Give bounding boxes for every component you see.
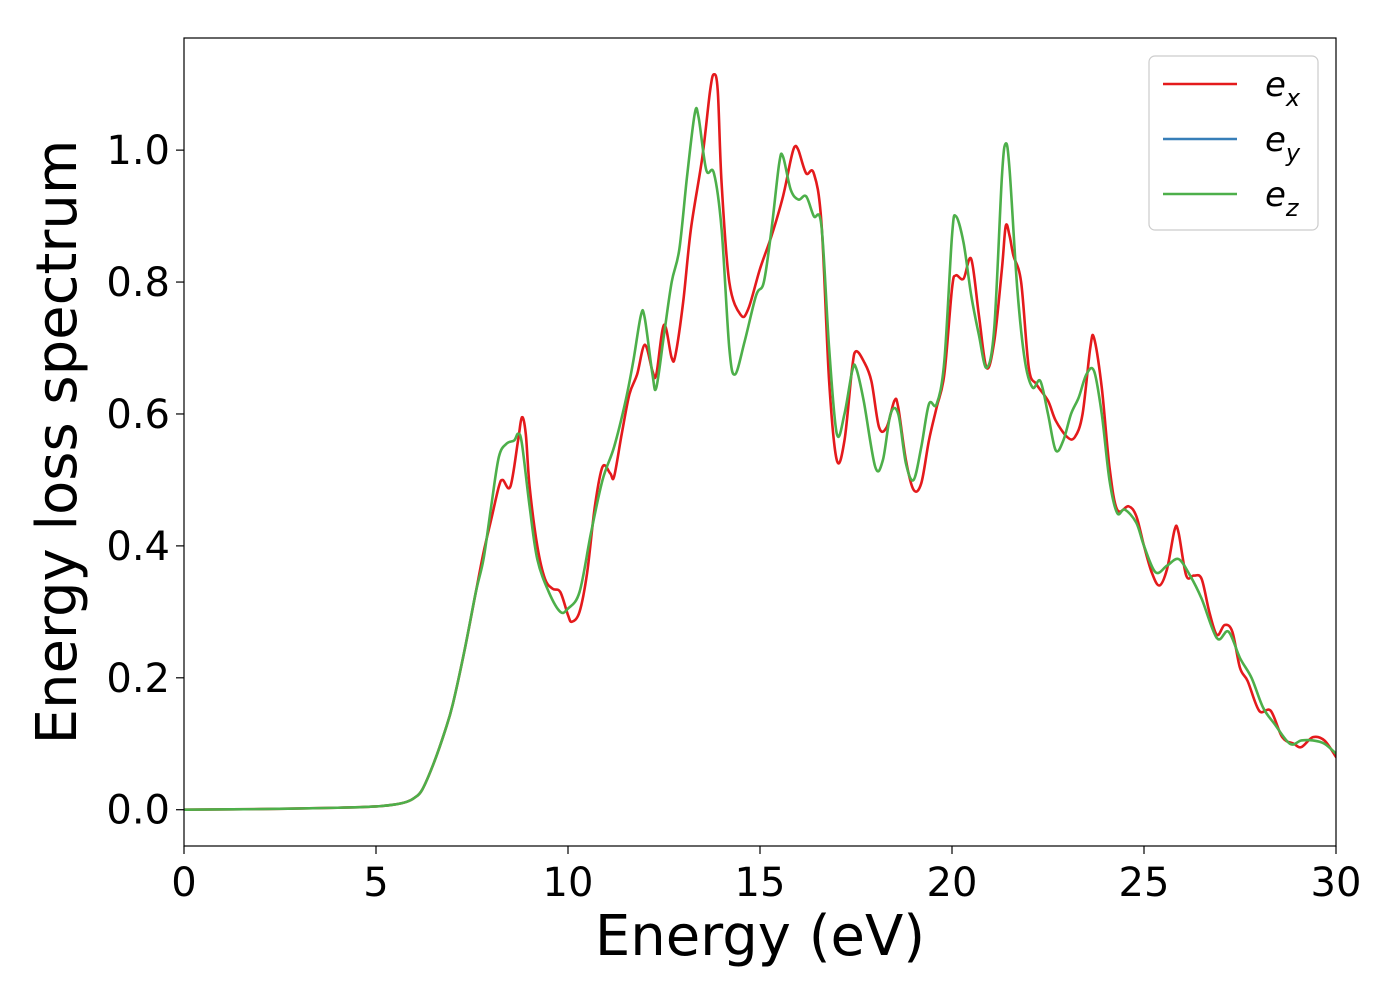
series-line-ez: [184, 106, 1336, 812]
legend-label-symbol: e: [1265, 175, 1286, 215]
y-tick-label: 0.8: [106, 260, 170, 306]
y-tick-label: 0.0: [106, 788, 170, 834]
y-tick-label: 1.0: [106, 128, 170, 174]
y-tick-label: 0.2: [106, 656, 170, 702]
x-tick-label: 5: [363, 860, 388, 906]
x-tick-label: 15: [735, 860, 786, 906]
x-tick-label: 0: [171, 860, 196, 906]
x-tick-label: 30: [1311, 860, 1362, 906]
x-tick-label: 25: [1119, 860, 1170, 906]
plot-frame: [183, 37, 1337, 847]
legend-label-subscript: z: [1285, 194, 1300, 222]
x-axis-title: Energy (eV): [595, 904, 925, 969]
x-tick-label: 10: [543, 860, 594, 906]
legend-frame: [1148, 55, 1319, 231]
y-tick-label: 0.4: [106, 524, 170, 570]
series-lines: [184, 72, 1336, 812]
x-tick-label: 20: [927, 860, 978, 906]
legend-label-ex: ex: [1265, 65, 1301, 112]
legend-label-symbol: e: [1265, 120, 1286, 160]
y-axis-ticks: 0.0 0.2 0.4 0.6 0.8 1.0: [106, 128, 184, 834]
legend-label-ey: ey: [1265, 120, 1301, 167]
legend-label-ez: ez: [1265, 175, 1300, 222]
legend-label-subscript: x: [1285, 84, 1301, 112]
legend-label-subscript: y: [1285, 139, 1301, 167]
x-axis-ticks: 0 5 10 15 20 25 30: [171, 846, 1361, 906]
y-tick-label: 0.6: [106, 392, 170, 438]
legend-label-symbol: e: [1265, 65, 1286, 105]
y-axis-title: Energy loss spectrum: [25, 140, 90, 745]
